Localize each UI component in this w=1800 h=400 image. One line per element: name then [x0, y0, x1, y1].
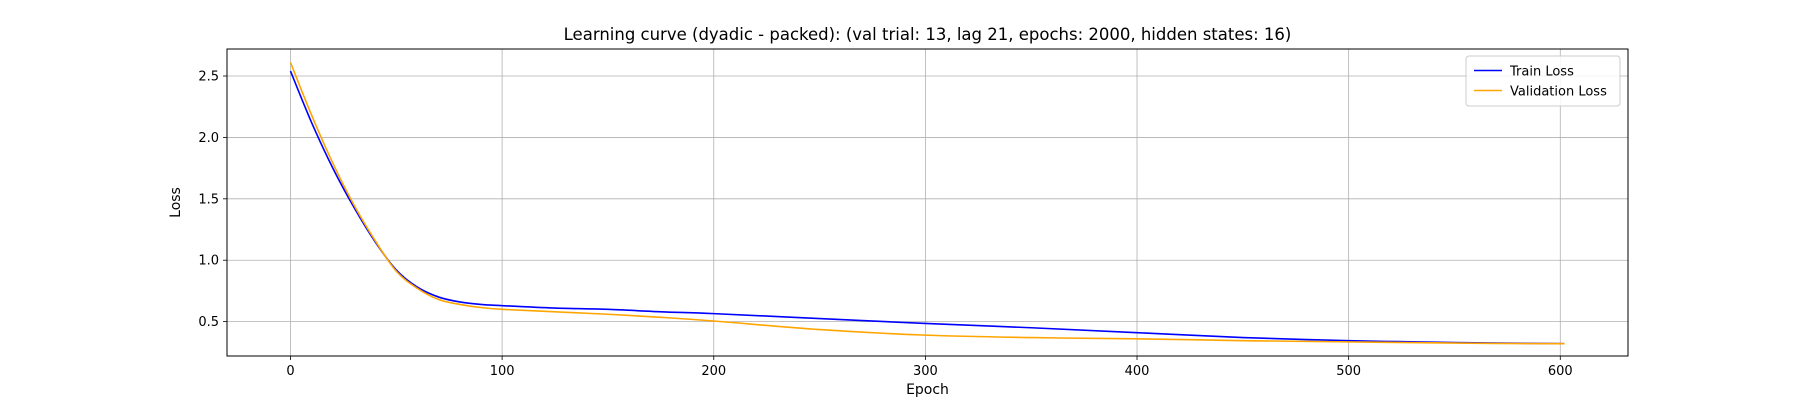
- legend-box: [1465, 55, 1621, 107]
- x-tick-label: 500: [1336, 364, 1361, 379]
- y-tick-label: 1.0: [198, 254, 219, 269]
- series-lines: [289, 62, 1565, 345]
- y-axis-title: Loss: [168, 187, 184, 218]
- y-tick-label: 2.0: [198, 131, 219, 146]
- y-tick-label: 1.5: [198, 192, 219, 207]
- ticks: 0 100 200 300 400 500 600 0.5 1.0 1.5 2.0 2.5: [198, 70, 1572, 379]
- x-tick-label: 300: [913, 364, 938, 379]
- legend-label-train-loss: Train Loss: [1509, 65, 1574, 80]
- x-tick-label: 0: [286, 364, 294, 379]
- validation-loss-line: [289, 62, 1565, 345]
- x-axis-title: Epoch: [906, 382, 949, 398]
- x-tick-label: 600: [1548, 364, 1573, 379]
- legend: Train Loss Validation Loss: [1465, 55, 1621, 107]
- x-tick-label: 200: [701, 364, 726, 379]
- y-tick-label: 0.5: [198, 315, 219, 330]
- grid: [227, 49, 1628, 356]
- chart-title: Learning curve (dyadic - packed): (val t…: [564, 25, 1292, 44]
- x-tick-label: 100: [490, 364, 515, 379]
- y-tick-label: 2.5: [198, 70, 219, 85]
- legend-label-validation-loss: Validation Loss: [1510, 85, 1607, 100]
- x-tick-label: 400: [1125, 364, 1150, 379]
- plot-frame: [226, 48, 1629, 357]
